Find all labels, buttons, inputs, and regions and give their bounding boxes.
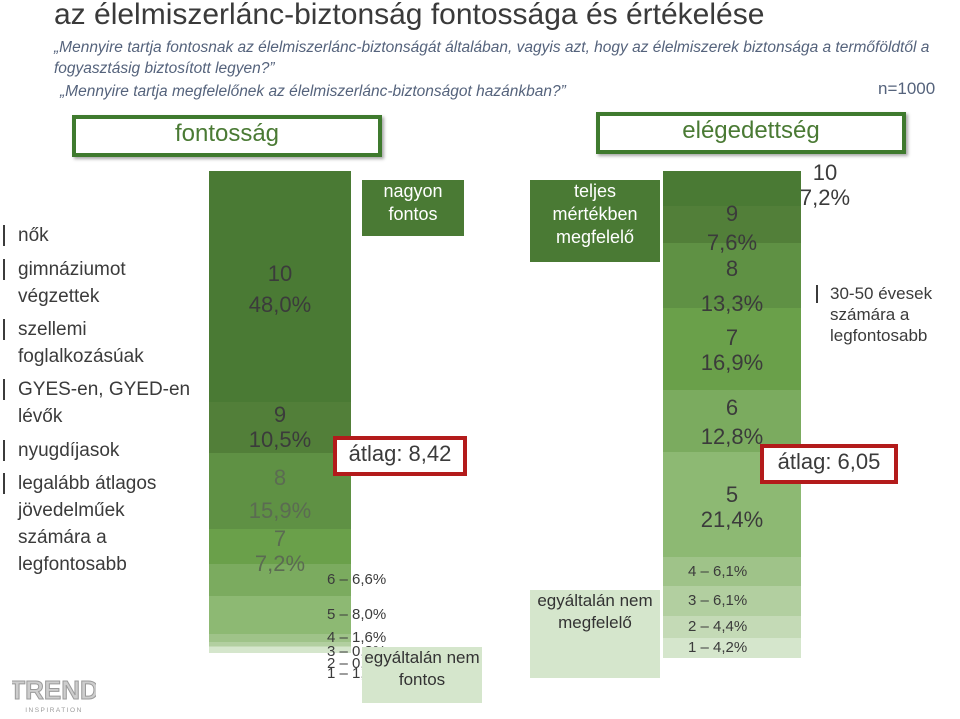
satisfaction-category-label-6: 6 xyxy=(725,395,739,420)
group-label-high-income: legalább átlagos jövedelműek számára a l… xyxy=(0,470,190,578)
satisfaction-value-label-5: 5 21,4% xyxy=(663,482,801,533)
importance-bar-segment-8 xyxy=(209,452,351,530)
importance-bar-segment-10 xyxy=(209,171,351,403)
importance-value-label-8: 8 15,9% xyxy=(209,465,351,524)
satisfaction-bar-segment-6 xyxy=(663,390,801,453)
satisfaction-average: átlag: 6,05 xyxy=(760,444,898,484)
importance-percent-label-10: 48,0% xyxy=(248,291,312,317)
satisfaction-bar-segment-1 xyxy=(663,637,801,658)
satisfaction-percent-label-5: 21,4% xyxy=(700,507,764,533)
trend-logo: TREND INSPIRATION xyxy=(9,674,99,714)
age-30-50-note: 30-50 évesek számára a legfontosabb xyxy=(812,283,960,346)
satisfaction-value-label-1: 1 – 4,2% xyxy=(688,638,748,656)
importance-bar-segment-1 xyxy=(209,647,351,653)
importance-category-label-9: 9 xyxy=(273,402,287,427)
page-title: az élelmiszerlánc-biztonság fontossága é… xyxy=(54,0,765,31)
importance-category-label-7: 7 xyxy=(273,526,287,551)
satisfaction-value-label-4: 4 – 6,1% xyxy=(688,562,748,580)
question-satisfaction: „Mennyire tartja megfelelőnek az élelmis… xyxy=(60,83,566,100)
importance-value-label-7: 7 7,2% xyxy=(209,526,351,577)
importance-top-label: nagyon fontos xyxy=(362,180,464,236)
satisfaction-bar-segment-8 xyxy=(663,243,801,308)
satisfaction-category-label-9: 9 xyxy=(725,201,739,226)
satisfaction-bar-segment-3 xyxy=(663,586,801,617)
satisfaction-category-label-7: 7 xyxy=(725,325,739,350)
satisfaction-bar-segment-2 xyxy=(663,616,801,638)
importance-bottom-label: egyáltalán nem fontos xyxy=(362,647,482,703)
satisfaction-value-label-7: 7 16,9% xyxy=(663,325,801,376)
importance-average: átlag: 8,42 xyxy=(333,436,467,476)
satisfaction-value-label-2: 2 – 4,4% xyxy=(688,617,748,635)
satisfaction-panel-title: elégedettség xyxy=(596,112,906,154)
group-label-pensioners: nyugdíjasok xyxy=(0,437,200,464)
importance-value-label-6: 6 – 6,6% xyxy=(327,570,387,588)
group-label-parental-leave: GYES-en, GYED-en lévők xyxy=(0,376,210,430)
importance-percent-label-9: 10,5% xyxy=(248,427,312,453)
satisfaction-percent-label-8: 13,3% xyxy=(700,291,764,317)
importance-bar-segment-2 xyxy=(209,645,351,648)
satisfaction-bottom-label: egyáltalán nem megfelelő xyxy=(530,590,660,678)
importance-bar-segment-4 xyxy=(209,634,351,642)
satisfaction-value-label-3: 3 – 6,1% xyxy=(688,592,748,610)
satisfaction-percent-label-7: 16,9% xyxy=(700,350,764,376)
satisfaction-bar-segment-9 xyxy=(663,206,801,244)
satisfaction-value-label-6: 6 12,8% xyxy=(663,395,801,450)
importance-category-label-8: 8 xyxy=(273,465,287,490)
group-label-grammar-school: gimnáziumot végzettek xyxy=(0,256,200,310)
importance-percent-label-8: 15,9% xyxy=(248,498,312,524)
satisfaction-percent-label-9: 7,6% xyxy=(706,230,758,256)
satisfaction-bar-segment-10 xyxy=(663,171,801,207)
importance-percent-label-7: 7,2% xyxy=(254,551,306,577)
satisfaction-category-label-10: 10 xyxy=(812,160,838,185)
satisfaction-category-label-5: 5 xyxy=(725,482,739,507)
importance-value-label-5: 5 – 8,0% xyxy=(327,605,387,623)
group-label-white-collar: szellemi foglalkozásúak xyxy=(0,316,200,370)
importance-bar-segment-5 xyxy=(209,595,351,635)
importance-bar-segment-9 xyxy=(209,402,351,453)
sample-size: n=1000 xyxy=(878,79,936,98)
importance-bar-segment-6 xyxy=(209,563,351,596)
importance-bar-segment-3 xyxy=(209,641,351,646)
logo-subtext: INSPIRATION xyxy=(25,707,83,714)
satisfaction-value-label-8: 8 13,3% xyxy=(663,256,801,317)
satisfaction-bar-segment-4 xyxy=(663,556,801,587)
satisfaction-percent-label-6: 12,8% xyxy=(700,424,764,450)
satisfaction-value-label-10: 10 7,2% xyxy=(795,160,855,211)
importance-category-label-10: 10 xyxy=(267,260,293,286)
question-importance: „Mennyire tartja fontosnak az élelmiszer… xyxy=(54,39,930,77)
logo-text: TREND xyxy=(12,675,96,705)
satisfaction-value-label-9: 9 7,6% xyxy=(663,201,801,256)
importance-bar-segment-7 xyxy=(209,529,351,564)
trend-logo-graphic: TREND INSPIRATION xyxy=(9,674,99,714)
group-label-women: nők xyxy=(0,222,200,249)
importance-panel-title: fontosság xyxy=(72,115,382,157)
satisfaction-category-label-8: 8 xyxy=(725,256,739,281)
importance-value-label-9: 9 10,5% xyxy=(209,402,351,453)
satisfaction-percent-label-10: 7,2% xyxy=(799,185,851,211)
importance-value-label-4: 4 – 1,6% xyxy=(327,629,387,647)
importance-value-label-10: 10 48,0% xyxy=(209,261,351,318)
satisfaction-bar-segment-7 xyxy=(663,307,801,391)
satisfaction-top-label: teljes mértékben megfelelő xyxy=(530,180,660,262)
